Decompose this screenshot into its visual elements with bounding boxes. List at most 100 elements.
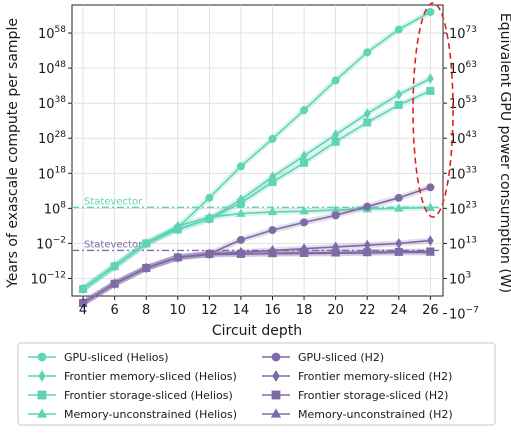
x-tick-label: 20 xyxy=(327,303,344,318)
data-point xyxy=(363,48,372,57)
data-point xyxy=(141,262,151,272)
y2-tick-label: 103 xyxy=(449,270,471,287)
data-point xyxy=(363,118,372,127)
data-point xyxy=(236,162,245,171)
y-tick-label: 1018 xyxy=(38,165,66,182)
y2-tick-label: 1033 xyxy=(449,165,477,182)
legend-item: Frontier storage-sliced (Helios) xyxy=(28,389,233,402)
y-tick-label: 10−2 xyxy=(36,235,66,252)
legend-label: Memory-unconstrained (Helios) xyxy=(64,408,237,421)
data-point xyxy=(267,248,278,257)
data-point xyxy=(394,25,403,34)
reference-lines: Statevector Statevector xyxy=(72,196,443,252)
data-point xyxy=(78,297,88,307)
data-point xyxy=(173,220,183,230)
statevector-label: Statevector xyxy=(84,196,143,207)
data-point xyxy=(425,202,436,211)
plot-area xyxy=(71,4,444,297)
legend-box xyxy=(17,342,496,426)
data-point xyxy=(204,211,214,221)
data-point xyxy=(427,73,434,85)
data-point xyxy=(299,206,309,215)
series-memory-unconstrained-h2 xyxy=(78,247,436,307)
series-line xyxy=(82,251,431,304)
data-point xyxy=(300,218,309,227)
legend-marker xyxy=(272,370,280,382)
y-tick-label: 1038 xyxy=(38,95,66,112)
y2-tick-label: 1013 xyxy=(449,235,477,252)
data-point xyxy=(204,249,214,258)
data-point xyxy=(394,193,403,202)
legend-item: Frontier memory-sliced (H2) xyxy=(262,370,452,383)
legend-item: GPU-sliced (H2) xyxy=(262,351,384,364)
y-tick-label: 1048 xyxy=(38,60,66,77)
x-tick-label: 6 xyxy=(110,303,118,318)
y-tick-label: 1028 xyxy=(38,130,66,147)
data-point xyxy=(426,86,435,95)
data-point xyxy=(331,76,340,85)
data-point xyxy=(426,8,435,17)
legend-marker xyxy=(37,352,47,362)
data-point xyxy=(268,134,277,143)
data-point xyxy=(331,248,341,257)
y-tick-label: 108 xyxy=(44,200,67,217)
data-point xyxy=(236,235,245,244)
legend-label: Frontier storage-sliced (Helios) xyxy=(64,389,233,402)
x-tick-label: 22 xyxy=(359,303,376,318)
legend-item: GPU-sliced (Helios) xyxy=(28,351,169,364)
data-point xyxy=(362,247,372,257)
legend-item: Memory-unconstrained (H2) xyxy=(262,408,453,421)
legend-item: Memory-unconstrained (Helios) xyxy=(28,408,237,421)
legend-item: Frontier memory-sliced (Helios) xyxy=(28,370,237,383)
x-tick-label: 12 xyxy=(201,303,218,318)
legend-marker xyxy=(36,408,48,418)
data-point xyxy=(109,261,120,270)
data-point xyxy=(236,248,246,258)
legend-marker xyxy=(271,352,281,362)
data-point xyxy=(425,247,436,256)
y-tick-label: 10−12 xyxy=(30,270,66,287)
legend-item: Frontier storage-sliced (H2) xyxy=(262,389,448,402)
data-point xyxy=(394,203,404,212)
data-point xyxy=(78,283,88,293)
data-point xyxy=(205,193,214,202)
x-tick-label: 24 xyxy=(391,303,408,318)
x-tick-label: 4 xyxy=(79,303,87,318)
data-point xyxy=(394,100,403,109)
legend-marker xyxy=(37,390,47,400)
x-tick-label: 26 xyxy=(422,303,439,318)
legend-marker xyxy=(271,390,281,400)
y2-tick-label: 1073 xyxy=(449,25,477,42)
legend-marker xyxy=(270,408,282,418)
data-point xyxy=(236,199,245,208)
x-tick-label: 16 xyxy=(264,303,281,318)
data-point xyxy=(236,208,246,217)
legend-label: Frontier memory-sliced (H2) xyxy=(298,370,452,383)
y2-tick-label: 1023 xyxy=(449,200,477,217)
y2-tick-label: 1043 xyxy=(449,130,477,147)
series-memory-unconstrained-helios xyxy=(78,202,436,293)
data-point xyxy=(427,235,434,247)
legend-marker xyxy=(38,370,46,382)
y-tick-label: 1058 xyxy=(38,25,66,42)
data-point xyxy=(363,202,372,211)
axes: 4 6 8 10 12 14 16 18 20 22 24 26 1058 1048 1038 1028 101… xyxy=(30,25,478,322)
y2-tick-label: 10−7 xyxy=(449,306,479,323)
data-point xyxy=(300,106,309,115)
data-point xyxy=(299,248,309,257)
statevector-label: Statevector xyxy=(84,239,143,250)
y2-axis-title: Equivalent GPU power consumption (W) xyxy=(497,13,511,293)
data-point xyxy=(300,158,309,167)
legend-label: GPU-sliced (H2) xyxy=(298,351,384,364)
data-point xyxy=(395,88,403,100)
series-line xyxy=(82,206,431,290)
series-group xyxy=(78,8,436,309)
data-point xyxy=(363,108,371,120)
data-point xyxy=(426,183,435,192)
data-point xyxy=(331,137,340,146)
data-point xyxy=(268,178,277,187)
data-point xyxy=(331,211,340,220)
y2-tick-label: 1063 xyxy=(449,60,477,77)
legend: GPU-sliced (Helios) Frontier memory-slice… xyxy=(28,351,453,421)
